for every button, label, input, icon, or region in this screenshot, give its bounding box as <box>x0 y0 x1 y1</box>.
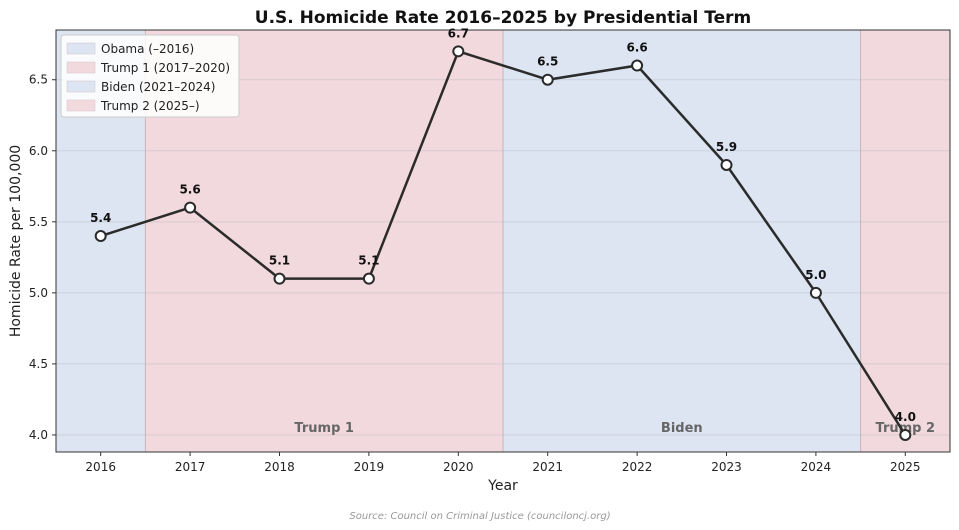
data-label-2016: 5.4 <box>90 211 111 225</box>
data-point-2021 <box>541 73 554 86</box>
legend-swatch-3 <box>66 99 96 112</box>
data-label-2018: 5.1 <box>269 254 290 268</box>
data-point-2022 <box>631 59 644 72</box>
data-label-2022: 6.6 <box>626 41 647 55</box>
legend: Obama (–2016) Trump 1 (2017–2020) Biden (2… <box>60 34 240 118</box>
y-axis-ticks: 4.0 4.5 5.0 5.5 6.0 6.5 <box>29 73 56 442</box>
y-tick-label: 6.5 <box>29 73 48 87</box>
legend-box <box>60 34 240 118</box>
source-note: Source: Council on Criminal Justice (cou… <box>349 511 610 522</box>
x-tick-label: 2018 <box>264 460 295 474</box>
data-points <box>94 45 912 441</box>
data-point-2025 <box>899 428 912 441</box>
data-point-2016 <box>94 230 107 243</box>
legend-label-2: Biden (2021–2024) <box>101 80 215 94</box>
x-tick-label: 2024 <box>801 460 832 474</box>
x-tick-label: 2022 <box>622 460 653 474</box>
plot-frame <box>55 29 951 453</box>
x-tick-label: 2019 <box>354 460 385 474</box>
y-tick-label: 5.0 <box>29 286 48 300</box>
term-region-3 <box>860 30 950 452</box>
data-labels: 5.4 5.6 5.1 5.1 6.7 6.5 6.6 5.9 5.0 4.0 <box>90 26 916 424</box>
data-point-2020 <box>452 45 465 58</box>
term-label: Biden <box>661 421 703 436</box>
data-label-2024: 5.0 <box>805 268 826 282</box>
data-label-2023: 5.9 <box>716 140 737 154</box>
series-line <box>100 50 907 436</box>
x-tick-label: 2016 <box>85 460 116 474</box>
data-label-2017: 5.6 <box>179 183 200 197</box>
x-tick-label: 2021 <box>532 460 563 474</box>
x-tick-label: 2025 <box>890 460 921 474</box>
legend-swatch-2 <box>66 80 96 93</box>
data-label-2019: 5.1 <box>358 254 379 268</box>
y-tick-label: 6.0 <box>29 144 48 158</box>
legend-label-3: Trump 2 (2025–) <box>100 99 200 113</box>
legend-label-0: Obama (–2016) <box>101 42 194 56</box>
y-tick-label: 5.5 <box>29 215 48 229</box>
data-label-2020: 6.7 <box>448 26 469 40</box>
legend-swatch-0 <box>66 42 96 55</box>
data-label-2021: 6.5 <box>537 55 558 69</box>
x-axis-label: Year <box>487 478 518 494</box>
term-label: Trump 1 <box>294 421 354 436</box>
term-label: Trump 2 <box>876 421 936 436</box>
data-point-2018 <box>273 272 286 285</box>
data-point-2023 <box>720 158 733 171</box>
data-label-2025: 4.0 <box>895 410 916 424</box>
legend-swatch-1 <box>66 61 96 74</box>
term-labels: Trump 1 Biden Trump 2 <box>294 421 935 436</box>
y-tick-label: 4.5 <box>29 357 48 371</box>
data-point-2017 <box>184 201 197 214</box>
x-tick-label: 2020 <box>443 460 474 474</box>
x-tick-label: 2023 <box>711 460 742 474</box>
data-point-2024 <box>809 286 822 299</box>
x-axis-ticks: 2016 2017 2018 2019 2020 2021 2022 2023 2024 2025 <box>85 452 921 474</box>
legend-label-1: Trump 1 (2017–2020) <box>100 61 230 75</box>
y-axis-label: Homicide Rate per 100,000 <box>8 145 24 337</box>
term-region-2 <box>503 30 861 452</box>
x-tick-label: 2017 <box>175 460 206 474</box>
data-point-2019 <box>362 272 375 285</box>
y-tick-label: 4.0 <box>29 428 48 442</box>
chart-title: U.S. Homicide Rate 2016–2025 by Presiden… <box>255 8 751 28</box>
